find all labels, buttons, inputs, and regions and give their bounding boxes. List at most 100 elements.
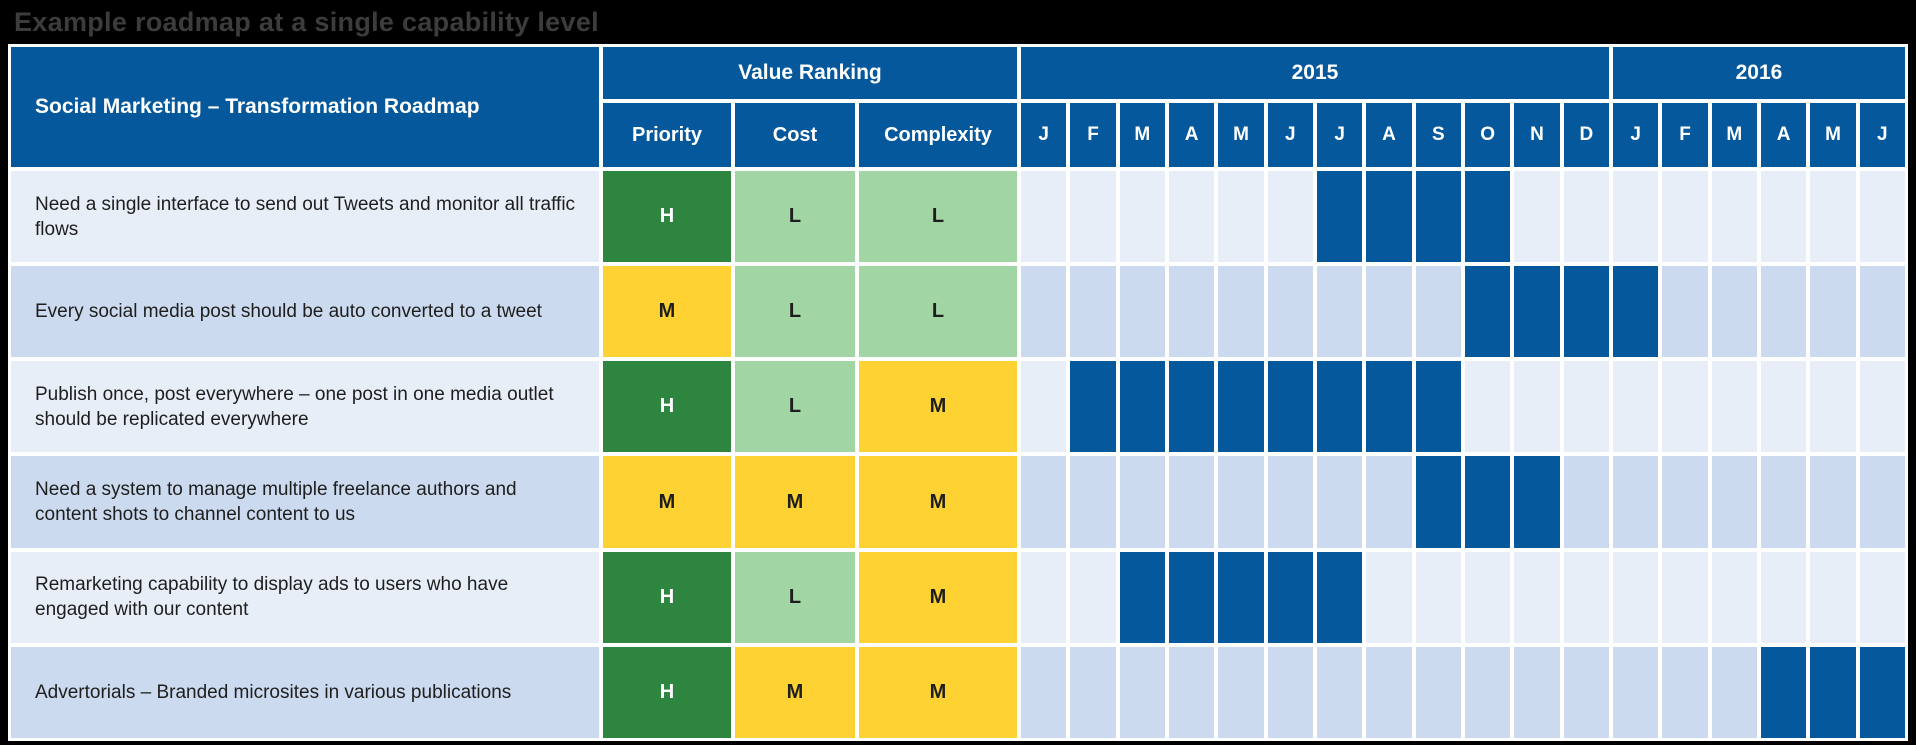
timeline-cell-filled [1464,171,1511,263]
timeline-cell-filled [1316,171,1363,263]
timeline-cell-filled [1366,171,1412,263]
timeline-cell [1662,361,1708,453]
cost-cell: M [735,646,855,738]
timeline-cell [1563,361,1609,453]
timeline-cell [1760,456,1807,548]
timeline-cell [1070,456,1116,548]
timeline-cell [1218,266,1264,358]
timeline-cell [1021,646,1067,738]
timeline-cell [1021,551,1067,643]
timeline-cell-filled [1267,361,1313,453]
timeline-cell [1070,551,1116,643]
timeline-cell [1760,171,1807,263]
timeline-cell [1711,551,1757,643]
timeline-cell [1711,456,1757,548]
cost-column-header: Cost [735,103,855,167]
timeline-cell [1514,361,1560,453]
timeline-cell-filled [1760,646,1807,738]
priority-cell: H [603,361,731,453]
timeline-cell [1415,266,1461,358]
timeline-cell [1119,266,1165,358]
complexity-cell: M [859,551,1017,643]
priority-cell: M [603,456,731,548]
month-header: M [1810,103,1856,167]
timeline-cell [1218,171,1264,263]
timeline-cell [1119,171,1165,263]
cost-cell: L [735,361,855,453]
complexity-cell: M [859,361,1017,453]
timeline-cell [1316,646,1363,738]
month-header: S [1415,103,1461,167]
timeline-cell [1810,456,1856,548]
timeline-cell [1366,646,1412,738]
timeline-cell [1021,266,1067,358]
priority-cell: H [603,551,731,643]
timeline-cell [1612,646,1659,738]
month-header: A [1760,103,1807,167]
timeline-cell [1119,456,1165,548]
month-header: A [1168,103,1215,167]
capability-description: Need a single interface to send out Twee… [11,171,599,263]
timeline-cell [1810,266,1856,358]
timeline-cell [1218,456,1264,548]
timeline-cell [1760,551,1807,643]
timeline-cell-filled [1415,361,1461,453]
timeline-cell [1612,456,1659,548]
timeline-cell [1563,456,1609,548]
timeline-cell [1859,456,1905,548]
year-header-2015: 2015 [1021,47,1609,99]
timeline-cell-filled [1464,456,1511,548]
timeline-cell [1464,646,1511,738]
timeline-cell [1810,171,1856,263]
timeline-cell [1612,171,1659,263]
timeline-cell [1563,646,1609,738]
month-header: J [1021,103,1067,167]
complexity-cell: L [859,171,1017,263]
page-title: Example roadmap at a single capability l… [14,7,599,37]
timeline-cell [1563,171,1609,263]
month-header: M [1218,103,1264,167]
timeline-cell [1070,171,1116,263]
timeline-cell [1168,266,1215,358]
timeline-cell [1415,646,1461,738]
roadmap-table: Social Marketing – Transformation Roadma… [8,44,1908,741]
timeline-cell-filled [1514,456,1560,548]
timeline-cell [1415,551,1461,643]
timeline-cell-filled [1168,551,1215,643]
timeline-cell [1810,551,1856,643]
timeline-cell [1711,266,1757,358]
timeline-cell [1514,551,1560,643]
timeline-cell [1119,646,1165,738]
timeline-cell-filled [1612,266,1659,358]
timeline-cell [1662,456,1708,548]
timeline-cell [1267,646,1313,738]
timeline-cell [1711,361,1757,453]
timeline-cell [1021,456,1067,548]
month-header: N [1514,103,1560,167]
timeline-cell-filled [1218,361,1264,453]
timeline-cell-filled [1859,646,1905,738]
capability-description: Remarketing capability to display ads to… [11,551,599,643]
timeline-cell [1662,551,1708,643]
timeline-cell [1267,266,1313,358]
timeline-cell-filled [1514,266,1560,358]
timeline-cell [1267,171,1313,263]
timeline-cell-filled [1316,551,1363,643]
timeline-cell-filled [1464,266,1511,358]
timeline-cell [1760,361,1807,453]
timeline-cell [1612,361,1659,453]
value-ranking-header: Value Ranking [603,47,1017,99]
timeline-cell [1859,361,1905,453]
timeline-cell [1563,551,1609,643]
month-header: F [1662,103,1708,167]
month-header: M [1711,103,1757,167]
timeline-cell [1316,456,1363,548]
complexity-cell: M [859,456,1017,548]
month-header: J [1316,103,1363,167]
timeline-cell-filled [1810,646,1856,738]
timeline-cell-filled [1168,361,1215,453]
month-header: J [1267,103,1313,167]
timeline-cell [1168,171,1215,263]
timeline-cell [1070,266,1116,358]
month-header: F [1070,103,1116,167]
